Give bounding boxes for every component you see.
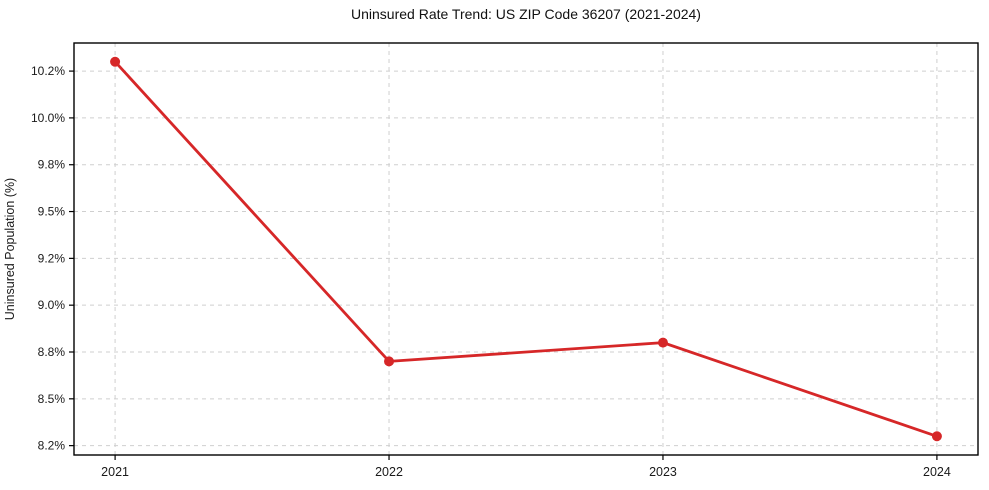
- x-tick-label: 2024: [923, 465, 951, 479]
- y-tick-label: 9.8%: [38, 158, 66, 172]
- y-axis-title: Uninsured Population (%): [3, 178, 17, 320]
- y-tick-label: 8.8%: [38, 345, 66, 359]
- data-point: [110, 56, 121, 67]
- y-tick-label: 9.5%: [38, 205, 66, 219]
- trend-line: [113, 60, 939, 438]
- data-point: [657, 337, 668, 348]
- x-tick-label: 2023: [649, 465, 677, 479]
- x-tick-label: 2021: [101, 465, 129, 479]
- y-tick-label: 8.2%: [38, 439, 66, 453]
- plot-border: [73, 42, 979, 456]
- data-point: [931, 431, 942, 442]
- y-tick-label: 8.5%: [38, 392, 66, 406]
- y-tick-label: 9.0%: [38, 298, 66, 312]
- chart-title: Uninsured Rate Trend: US ZIP Code 36207 …: [351, 6, 701, 22]
- x-tick-label: 2022: [375, 465, 403, 479]
- y-tick-label: 10.0%: [31, 111, 65, 125]
- data-point: [384, 356, 395, 367]
- y-tick-label: 10.2%: [31, 64, 65, 78]
- y-tick-label: 9.2%: [38, 251, 66, 265]
